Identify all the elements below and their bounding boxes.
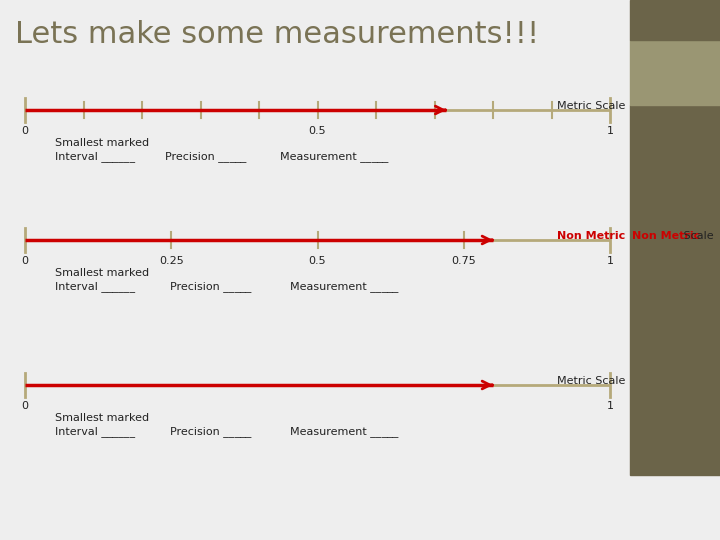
Text: 0: 0 — [22, 126, 29, 136]
Text: 0.5: 0.5 — [309, 126, 326, 136]
Text: Precision _____: Precision _____ — [170, 281, 251, 292]
Text: Metric Scale: Metric Scale — [557, 376, 625, 386]
Text: Precision _____: Precision _____ — [170, 426, 251, 437]
Text: 1: 1 — [606, 126, 613, 136]
Text: Measurement _____: Measurement _____ — [280, 151, 388, 162]
Text: Interval ______: Interval ______ — [55, 151, 135, 162]
Text: 0.75: 0.75 — [451, 256, 476, 266]
Text: Metric Scale: Metric Scale — [557, 101, 625, 111]
Text: Smallest marked: Smallest marked — [55, 268, 149, 278]
Text: 1: 1 — [606, 401, 613, 411]
Text: 0.5: 0.5 — [309, 256, 326, 266]
Text: Precision _____: Precision _____ — [165, 151, 246, 162]
Text: Interval ______: Interval ______ — [55, 426, 135, 437]
Text: 0.25: 0.25 — [159, 256, 184, 266]
Text: 1: 1 — [606, 256, 613, 266]
Text: Measurement _____: Measurement _____ — [290, 281, 398, 292]
Text: Scale: Scale — [680, 231, 714, 241]
Text: Non Metric: Non Metric — [557, 231, 625, 241]
Text: Lets make some measurements!!!: Lets make some measurements!!! — [15, 20, 539, 49]
Bar — [630, 40, 720, 105]
Text: 0: 0 — [22, 401, 29, 411]
Text: Interval ______: Interval ______ — [55, 281, 135, 292]
Text: Non Metric: Non Metric — [632, 231, 701, 241]
Text: Smallest marked: Smallest marked — [55, 138, 149, 148]
Bar — [630, 105, 720, 475]
Text: Smallest marked: Smallest marked — [55, 413, 149, 423]
Text: 0: 0 — [22, 256, 29, 266]
Bar — [630, 0, 720, 40]
Text: Measurement _____: Measurement _____ — [290, 426, 398, 437]
